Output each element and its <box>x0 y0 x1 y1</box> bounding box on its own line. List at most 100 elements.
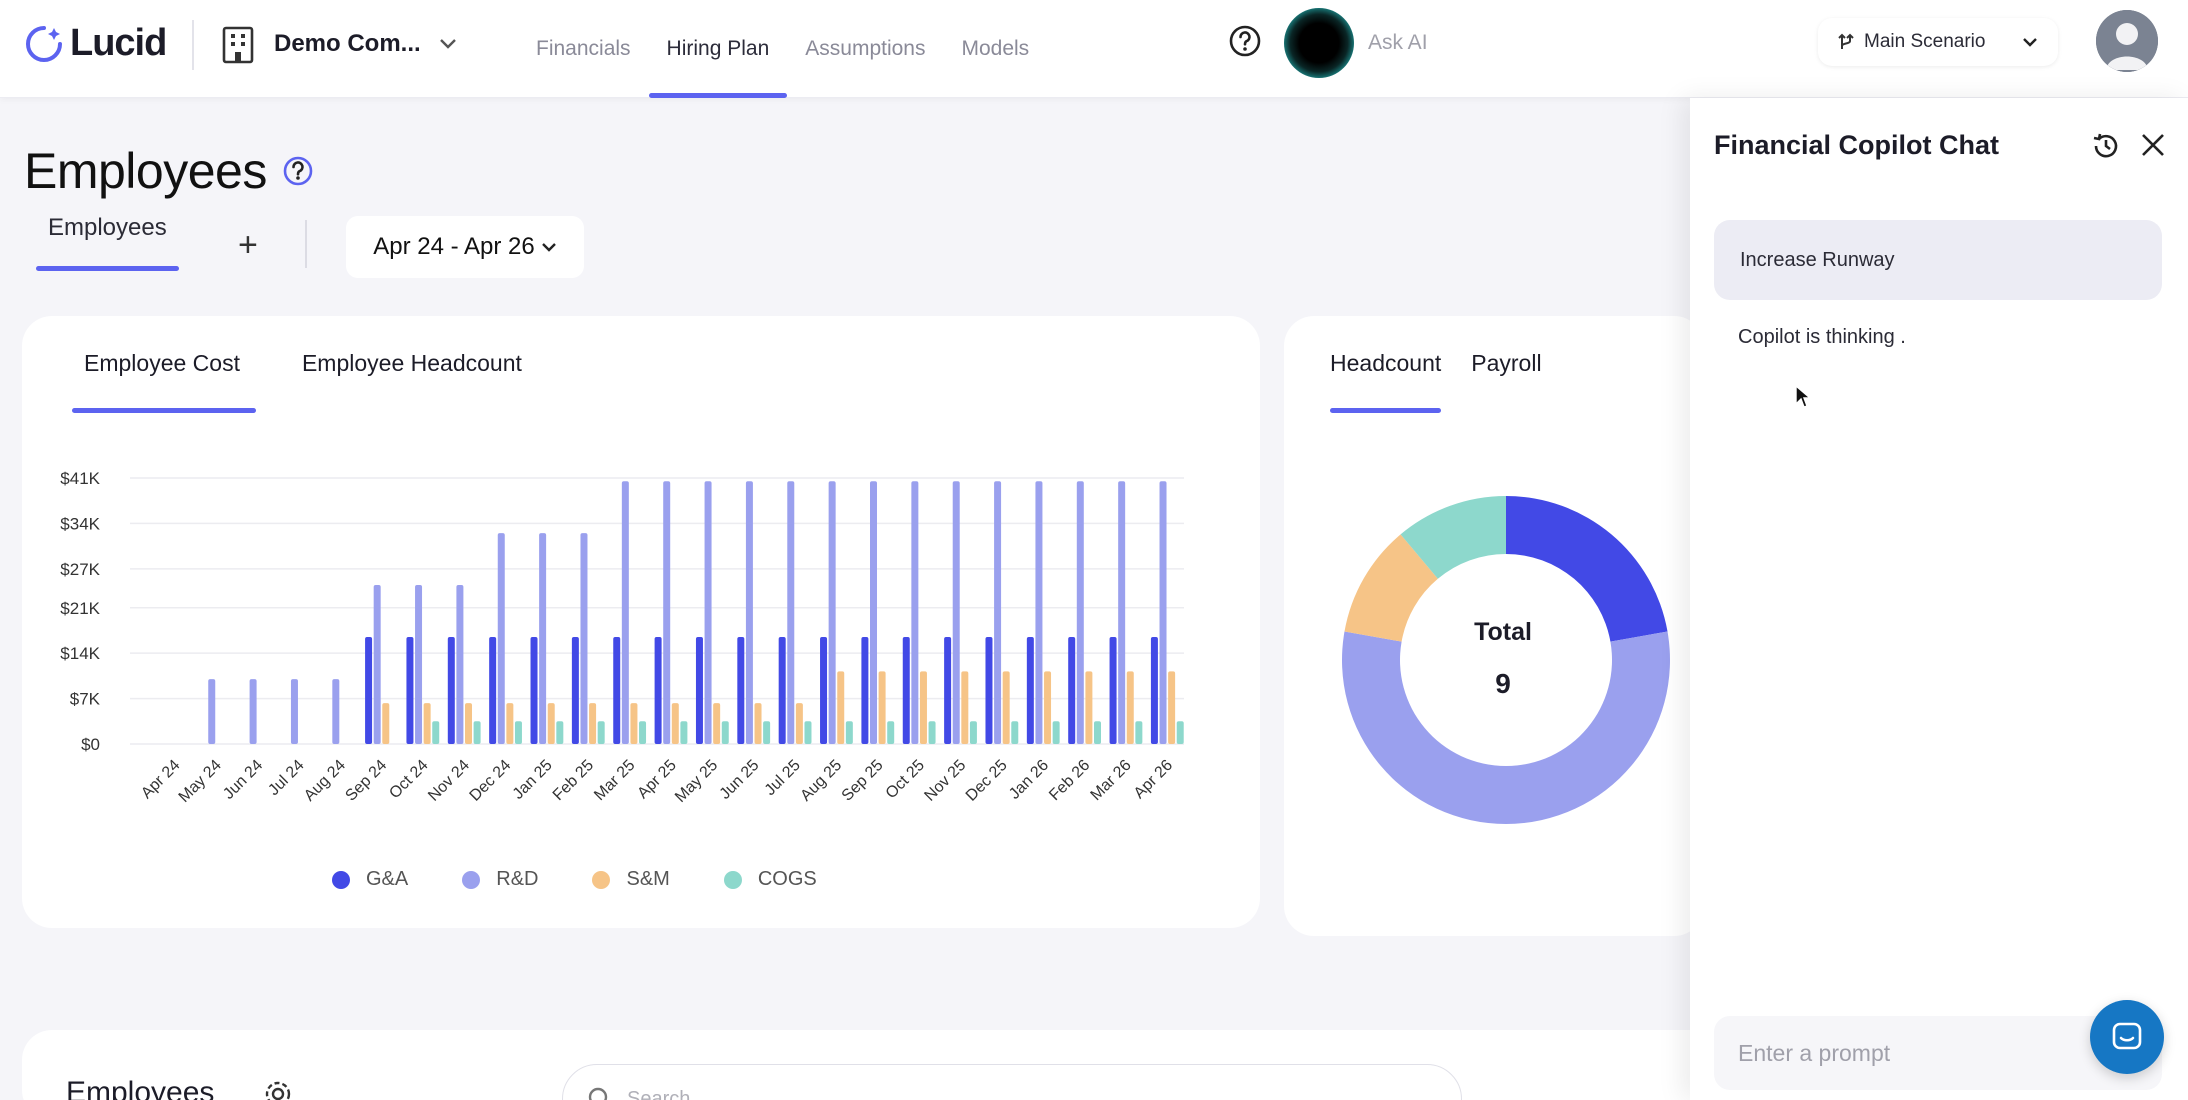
x-tick-label: May 25 <box>672 757 721 806</box>
bar-ga-7 <box>447 636 455 744</box>
tab-payroll[interactable]: Payroll <box>1471 350 1542 376</box>
bar-rd-17 <box>870 481 877 744</box>
divider <box>192 20 194 70</box>
logo-text: Lucid <box>70 22 167 64</box>
x-tick-label: Sep 25 <box>839 757 887 805</box>
bar-ga-14 <box>737 636 745 744</box>
tab-headcount[interactable]: Headcount <box>1330 350 1442 413</box>
x-tick-label: Nov 25 <box>921 757 969 805</box>
bar-sm-17 <box>878 671 886 744</box>
copilot-chat-panel: Financial Copilot Chat Increase Runway C… <box>1690 98 2188 1100</box>
prompt-input[interactable]: Enter a prompt <box>1714 1016 2162 1090</box>
legend-item-cogs[interactable]: COGS <box>723 868 817 891</box>
donut-slice-rd <box>1342 631 1670 824</box>
bar-rd-10 <box>580 533 588 744</box>
legend-item-ga[interactable]: G&A <box>332 868 408 891</box>
y-tick-label: $7K <box>70 690 101 709</box>
company-selector[interactable]: Demo Com... <box>220 24 457 64</box>
bar-ga-20 <box>985 636 993 744</box>
chevron-down-icon <box>439 39 456 49</box>
bar-sm-8 <box>506 703 514 744</box>
bar-ga-9 <box>530 636 538 744</box>
bar-cogs-9 <box>556 721 564 744</box>
bar-ga-21 <box>1026 636 1034 744</box>
bar-sm-21 <box>1044 671 1052 744</box>
add-tab-button[interactable]: + <box>238 226 258 264</box>
donut-slice-cogs <box>1400 496 1506 579</box>
x-tick-label: Nov 24 <box>425 757 473 805</box>
bar-cogs-21 <box>1052 721 1060 744</box>
nav-hiring-plan[interactable]: Hiring Plan <box>648 0 788 98</box>
bar-cogs-15 <box>804 721 812 744</box>
bar-ga-10 <box>571 636 579 744</box>
bar-ga-18 <box>902 636 910 744</box>
legend-label-rd: R&D <box>496 868 539 890</box>
bar-rd-3 <box>290 679 298 744</box>
logo-icon <box>26 25 62 62</box>
donut-slice-sm <box>1344 534 1438 642</box>
bar-rd-9 <box>539 533 547 744</box>
user-avatar[interactable] <box>2096 10 2158 72</box>
gear-icon[interactable] <box>262 1078 294 1100</box>
help-icon[interactable] <box>281 154 315 188</box>
bar-sm-23 <box>1126 671 1134 744</box>
legend-item-sm[interactable]: S&M <box>592 868 670 891</box>
chat-launcher-button[interactable] <box>2090 1000 2164 1074</box>
bar-cogs-22 <box>1094 721 1101 744</box>
bar-rd-23 <box>1118 481 1126 744</box>
copilot-title: Financial Copilot Chat <box>1714 130 2000 160</box>
bar-sm-13 <box>713 703 721 744</box>
bar-cogs-20 <box>1011 721 1019 744</box>
x-tick-label: Mar 25 <box>591 757 638 804</box>
x-tick-label: Aug 24 <box>301 757 349 805</box>
close-icon[interactable] <box>2138 130 2168 160</box>
bar-sm-15 <box>795 703 803 744</box>
bar-cogs-14 <box>763 721 771 744</box>
y-tick-label: $14K <box>60 644 100 663</box>
bar-sm-11 <box>630 703 638 744</box>
x-tick-label: Mar 26 <box>1088 757 1135 804</box>
tab-employee-headcount[interactable]: Employee Headcount <box>301 350 522 376</box>
main-nav: Financials Hiring Plan Assumptions Model… <box>518 0 1047 98</box>
bar-ga-16 <box>820 636 828 744</box>
history-icon[interactable] <box>2090 130 2122 162</box>
bar-rd-21 <box>1035 481 1043 744</box>
bar-cogs-8 <box>514 721 522 744</box>
bar-cogs-17 <box>887 721 895 744</box>
donut-total-value: 9 <box>1495 668 1511 699</box>
nav-assumptions[interactable]: Assumptions <box>805 37 926 60</box>
legend-item-rd[interactable]: R&D <box>462 868 538 891</box>
bar-rd-11 <box>621 481 629 744</box>
nav-models[interactable]: Models <box>961 37 1030 60</box>
x-tick-label: Sep 24 <box>342 757 390 805</box>
x-tick-label: Aug 25 <box>797 757 845 805</box>
tab-employees[interactable]: Employees <box>36 214 179 271</box>
ask-ai-bar[interactable]: Ask AI <box>1284 8 1814 78</box>
x-tick-label: Apr 26 <box>1131 757 1176 802</box>
prompt-placeholder: Enter a prompt <box>1738 1039 1891 1066</box>
nav-financials[interactable]: Financials <box>536 37 631 60</box>
bar-ga-6 <box>406 636 414 744</box>
bar-ga-23 <box>1109 636 1117 744</box>
bar-sm-22 <box>1085 671 1093 744</box>
x-tick-label: Oct 24 <box>386 757 431 802</box>
date-range-selector[interactable]: Apr 24 - Apr 26 <box>346 216 584 278</box>
x-tick-label: Dec 25 <box>963 757 1011 805</box>
search-input[interactable]: Search <box>562 1064 1462 1100</box>
bar-sm-9 <box>547 703 555 744</box>
bar-rd-12 <box>663 481 671 744</box>
page-title: Employees <box>24 142 315 200</box>
bar-rd-4 <box>332 679 340 744</box>
company-name: Demo Com... <box>274 30 421 57</box>
bar-rd-24 <box>1159 481 1167 744</box>
bar-rd-18 <box>911 481 919 744</box>
tab-employee-cost[interactable]: Employee Cost <box>72 350 256 413</box>
bar-sm-7 <box>465 703 472 744</box>
branch-icon <box>1838 33 1854 49</box>
scenario-selector[interactable]: Main Scenario <box>1818 18 2058 66</box>
donut-slice-ga <box>1506 496 1668 642</box>
help-icon[interactable] <box>1228 24 1262 58</box>
bar-cogs-16 <box>845 721 853 744</box>
lucid-logo[interactable]: Lucid <box>24 22 167 65</box>
